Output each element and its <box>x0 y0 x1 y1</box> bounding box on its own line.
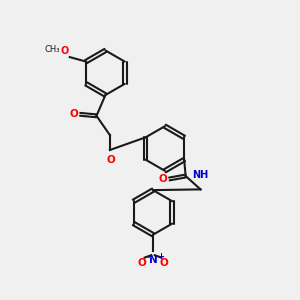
Text: O: O <box>137 258 146 268</box>
Text: N: N <box>148 255 157 265</box>
Text: O: O <box>107 155 116 165</box>
Text: NH: NH <box>192 169 208 179</box>
Text: −: − <box>145 254 152 262</box>
Text: O: O <box>160 258 169 268</box>
Text: +: + <box>157 252 164 261</box>
Text: O: O <box>158 174 167 184</box>
Text: CH₃: CH₃ <box>45 45 60 54</box>
Text: O: O <box>60 46 68 56</box>
Text: O: O <box>70 109 79 119</box>
